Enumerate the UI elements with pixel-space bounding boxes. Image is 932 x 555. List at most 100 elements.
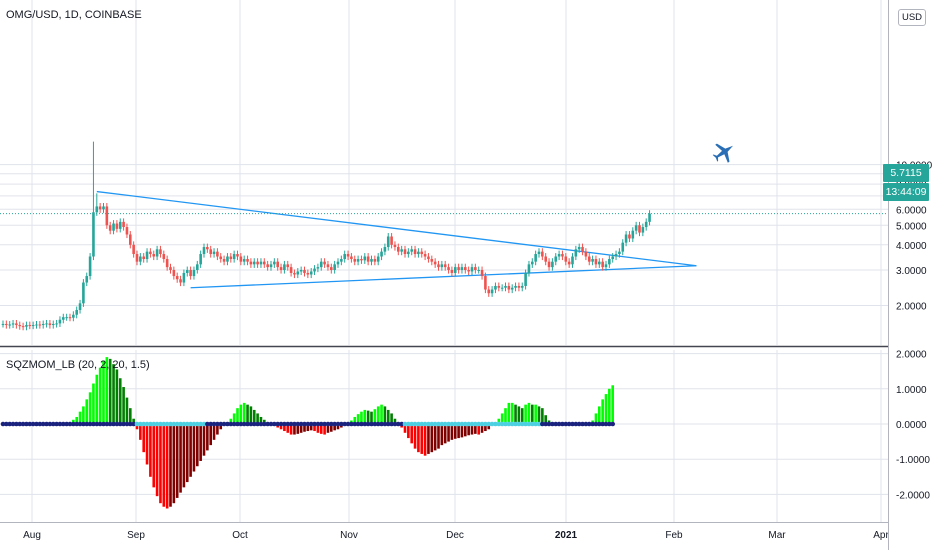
squeeze-dot: [258, 421, 264, 427]
time-tick-label: 2021: [555, 530, 578, 541]
squeeze-dot: [255, 421, 260, 427]
histogram-bar: [497, 418, 501, 424]
squeeze-dot: [168, 421, 173, 427]
candle-body: [363, 256, 367, 261]
squeeze-dot: [178, 421, 183, 427]
candle-body: [316, 267, 320, 269]
candle-body: [289, 267, 293, 273]
candle-body: [112, 223, 115, 231]
histogram-bar: [514, 404, 517, 424]
candle-body: [584, 251, 588, 257]
squeeze-dot: [124, 421, 130, 427]
squeeze-dot: [0, 421, 6, 427]
histogram-bar: [155, 424, 159, 497]
histogram-bar: [363, 409, 367, 424]
squeeze-dot: [355, 421, 361, 427]
histogram-bar: [169, 424, 172, 507]
price-tick-label: 3.0000: [896, 266, 927, 277]
histogram-bar: [236, 408, 239, 424]
squeeze-dot: [67, 421, 73, 427]
candle-body: [571, 256, 574, 265]
histogram-bar: [239, 404, 243, 424]
candle-body: [628, 234, 631, 239]
histogram-bar: [594, 413, 598, 424]
histogram-bar: [196, 424, 199, 467]
histogram-bar: [333, 424, 336, 431]
candle-body: [366, 256, 370, 262]
histogram-bar: [283, 424, 286, 432]
candle-body: [604, 264, 608, 268]
candle-body: [380, 251, 383, 257]
currency-button[interactable]: USD: [898, 9, 926, 26]
histogram-bar: [527, 402, 531, 424]
squeeze-dot: [265, 421, 270, 427]
squeeze-dot: [27, 421, 33, 427]
histogram-bar: [393, 418, 397, 424]
airplane-icon[interactable]: [709, 137, 740, 168]
histogram-bar: [420, 424, 424, 454]
histogram-bar: [313, 424, 316, 432]
momentum-tick-label: 0.0000: [896, 420, 927, 431]
squeeze-dot: [329, 421, 334, 427]
candle-body: [353, 259, 357, 262]
squeeze-dot: [148, 421, 153, 427]
last-price-badge: 5.7115: [883, 164, 929, 182]
candle-body: [232, 254, 236, 260]
histogram-bar: [531, 404, 534, 424]
candle-body: [118, 221, 122, 229]
squeeze-dot: [181, 421, 187, 427]
squeeze-dot: [382, 421, 388, 427]
histogram-bar: [484, 424, 487, 432]
histogram-bar: [611, 385, 614, 424]
histogram-bar: [517, 406, 521, 424]
histogram-bar: [316, 424, 320, 433]
histogram-bar: [102, 360, 105, 424]
candle-body: [1, 323, 5, 325]
histogram-bar: [336, 424, 340, 430]
candle-body: [266, 264, 269, 268]
squeeze-dot: [114, 421, 120, 427]
squeeze-dot: [365, 421, 371, 427]
squeeze-dot: [422, 421, 428, 427]
squeeze-dot: [385, 421, 391, 427]
squeeze-dot: [17, 421, 23, 427]
candle-body: [397, 247, 400, 252]
squeeze-dot: [161, 421, 167, 427]
time-tick-label: Feb: [665, 530, 683, 541]
candle-body: [142, 256, 145, 260]
trendlines[interactable]: [96, 190, 697, 289]
squeeze-dot: [241, 421, 247, 427]
candle-body: [534, 254, 537, 262]
squeeze-dot: [583, 421, 589, 427]
histogram-bar: [440, 424, 444, 446]
candle-body: [554, 256, 558, 262]
squeeze-dot: [24, 421, 29, 427]
histogram-bar: [299, 424, 303, 433]
histogram-bar: [209, 424, 212, 446]
squeeze-dot: [111, 421, 116, 427]
candle-body: [313, 268, 316, 272]
histogram-bar: [598, 406, 601, 424]
candle-body: [460, 267, 464, 270]
squeeze-dot: [305, 421, 311, 427]
squeeze-dot: [117, 421, 123, 427]
candle-body: [319, 261, 323, 268]
candle-body: [296, 271, 300, 275]
histogram-bar: [115, 369, 119, 424]
squeeze-dot: [446, 421, 451, 427]
countdown-badge: 13:44:09: [883, 183, 929, 201]
histogram-bar: [182, 424, 186, 488]
candle-body: [41, 323, 45, 326]
squeeze-dot: [37, 421, 43, 427]
candle-body: [196, 264, 199, 270]
candle-body: [618, 251, 621, 255]
time-tick-label: Aug: [23, 530, 41, 541]
squeeze-dot: [30, 421, 36, 427]
time-tick-label: Oct: [232, 530, 248, 541]
candle-body: [557, 254, 561, 257]
candle-body: [631, 230, 635, 239]
candle-body: [390, 236, 393, 245]
candle-body: [159, 249, 162, 255]
histogram-bar: [286, 424, 290, 433]
squeeze-dot: [429, 421, 435, 427]
